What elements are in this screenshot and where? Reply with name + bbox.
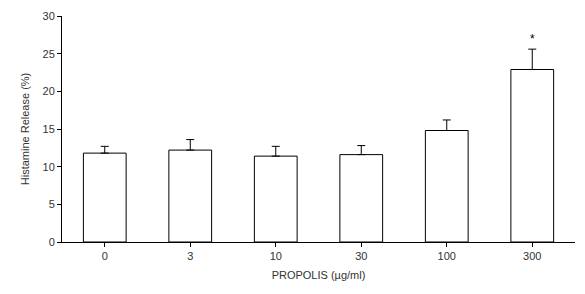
svg-text:300: 300 bbox=[523, 250, 541, 262]
svg-text:30: 30 bbox=[355, 250, 367, 262]
svg-text:5: 5 bbox=[49, 198, 55, 210]
svg-text:3: 3 bbox=[187, 250, 193, 262]
svg-text:20: 20 bbox=[43, 85, 55, 97]
svg-text:0: 0 bbox=[49, 236, 55, 248]
svg-text:0: 0 bbox=[102, 250, 108, 262]
svg-text:Histamine Release (%): Histamine Release (%) bbox=[19, 73, 31, 185]
svg-text:*: * bbox=[530, 32, 535, 46]
svg-text:15: 15 bbox=[43, 123, 55, 135]
svg-text:100: 100 bbox=[438, 250, 456, 262]
svg-text:10: 10 bbox=[43, 161, 55, 173]
svg-text:30: 30 bbox=[43, 10, 55, 22]
svg-text:PROPOLIS (µg/ml): PROPOLIS (µg/ml) bbox=[272, 269, 366, 281]
svg-text:25: 25 bbox=[43, 48, 55, 60]
svg-text:10: 10 bbox=[270, 250, 282, 262]
